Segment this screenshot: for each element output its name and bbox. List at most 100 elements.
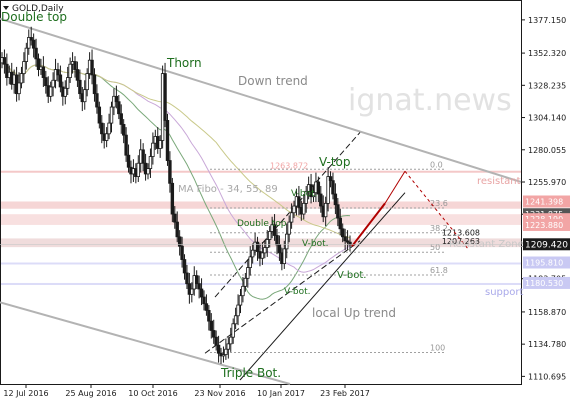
last-price-text: 1209.420 xyxy=(525,240,568,250)
candle-body xyxy=(24,47,29,62)
candle-body xyxy=(180,245,184,260)
watermark: ignat.news xyxy=(348,83,512,118)
y-tick-label: 1110.695 xyxy=(528,372,566,381)
candle-body xyxy=(224,348,228,355)
annotation-ma-fibo: MA Fibo - 34, 55, 89 xyxy=(178,184,278,195)
candle-body xyxy=(275,235,279,246)
fib-level-label: 0.0 xyxy=(430,160,443,169)
candle-body xyxy=(31,39,36,49)
y-tick-label: 1280.055 xyxy=(528,146,566,155)
forecast-down-dash xyxy=(404,170,469,250)
candle-body xyxy=(95,93,99,108)
candle-body xyxy=(214,336,218,346)
candle-body xyxy=(221,354,226,357)
price-candles xyxy=(0,26,352,364)
candle-body xyxy=(63,87,67,97)
candle-body xyxy=(126,154,131,168)
candle-body xyxy=(328,176,333,182)
annotation-resistant-zone: Resistant Zone xyxy=(449,239,524,250)
annotation-double-top-small: Double top xyxy=(237,219,287,229)
price-label-text: 1195.810 xyxy=(525,258,563,267)
forecast-up-line xyxy=(351,202,386,247)
y-tick-label: 1158.870 xyxy=(528,308,566,317)
fib-level-label: 61.8 xyxy=(430,266,448,275)
candle-body xyxy=(243,277,248,287)
candle-body xyxy=(83,89,87,103)
resistant-zone-band xyxy=(0,238,521,248)
last-price-tag: 1209.420 xyxy=(523,238,570,251)
fib-level-label: 38.2 xyxy=(430,224,448,233)
candle-body xyxy=(56,69,60,76)
candle-body xyxy=(177,236,182,247)
candle-body xyxy=(121,124,126,136)
candle-body xyxy=(66,77,70,89)
x-tick-label: 12 Jul 2016 xyxy=(3,389,48,398)
annotation-triple-bot: Triple Bot. xyxy=(220,366,281,380)
candle-body xyxy=(29,37,33,41)
price-label-box xyxy=(523,276,570,289)
price-label-text: 1223.880 xyxy=(525,221,563,230)
candle-body xyxy=(185,272,189,285)
support-line-2 xyxy=(0,282,521,285)
local-up-trend-dash-upper xyxy=(214,132,361,298)
candle-body xyxy=(197,283,201,290)
annotation-v-top: V-top xyxy=(319,155,351,169)
x-tick-label: 23 Nov 2016 xyxy=(194,389,245,398)
resistance-band-mid xyxy=(0,214,521,225)
price-label-box xyxy=(523,195,570,208)
annotation-down-trend: Down trend xyxy=(238,74,308,88)
candle-body xyxy=(78,79,82,95)
candle-body xyxy=(2,57,7,65)
candle-body xyxy=(19,73,24,84)
candle-body xyxy=(238,295,243,306)
candle-body xyxy=(319,193,323,207)
candle-body xyxy=(216,344,221,354)
candle-body xyxy=(316,181,321,195)
annotation-thorn: Thorn xyxy=(166,56,202,70)
x-tick-label: 23 Feb 2017 xyxy=(320,389,370,398)
candle-body xyxy=(302,202,306,215)
x-axis: 12 Jul 2016 25 Aug 2016 10 Oct 2016 23 Nov … xyxy=(3,384,370,398)
candle-body xyxy=(202,296,206,305)
candle-body xyxy=(182,259,187,274)
candle-body xyxy=(340,228,345,238)
candle-body xyxy=(148,156,153,169)
candle-body xyxy=(100,122,104,135)
forecast-up-thin xyxy=(384,170,406,204)
y-tick-label: 1377.150 xyxy=(528,16,566,25)
title-dropdown-icon[interactable] xyxy=(3,6,9,10)
x-tick-label: 10 Jan 2017 xyxy=(257,389,305,398)
candle-body xyxy=(272,224,277,236)
annotation-v-bot-2: V-bot. xyxy=(302,239,329,249)
candle-body xyxy=(104,133,109,141)
y-tick-label: 1134.780 xyxy=(528,340,566,349)
candle-body xyxy=(277,244,282,254)
annotation-v-bot-3: V-bot. xyxy=(337,270,366,281)
annotations: Double top Thorn Down trend V-top resist… xyxy=(1,10,524,380)
candle-body xyxy=(170,182,175,215)
candle-body xyxy=(345,240,350,243)
candle-body xyxy=(68,63,72,79)
candle-body xyxy=(287,221,291,235)
candle-body xyxy=(199,288,204,298)
candle-body xyxy=(204,303,209,311)
candle-body xyxy=(22,61,26,74)
candle-body xyxy=(75,69,80,81)
annotation-local-up-trend: local Up trend xyxy=(312,306,396,320)
fib-level-label: 23.6 xyxy=(430,199,448,208)
candle-body xyxy=(117,101,121,115)
candle-body xyxy=(58,74,63,88)
candle-body xyxy=(246,267,250,279)
candle-body xyxy=(151,142,155,157)
annotation-v-bot-4: V-bot. xyxy=(284,287,311,297)
candle-body xyxy=(343,236,347,242)
candle-body xyxy=(73,61,77,70)
candle-body xyxy=(309,184,313,198)
plot-frame xyxy=(0,0,522,385)
candle-body xyxy=(119,113,123,125)
candle-body xyxy=(292,205,296,214)
candle-body xyxy=(44,77,48,87)
candle-body xyxy=(41,66,46,79)
inline-value-label: 1213.608 xyxy=(442,229,480,238)
candle-body xyxy=(36,58,41,70)
